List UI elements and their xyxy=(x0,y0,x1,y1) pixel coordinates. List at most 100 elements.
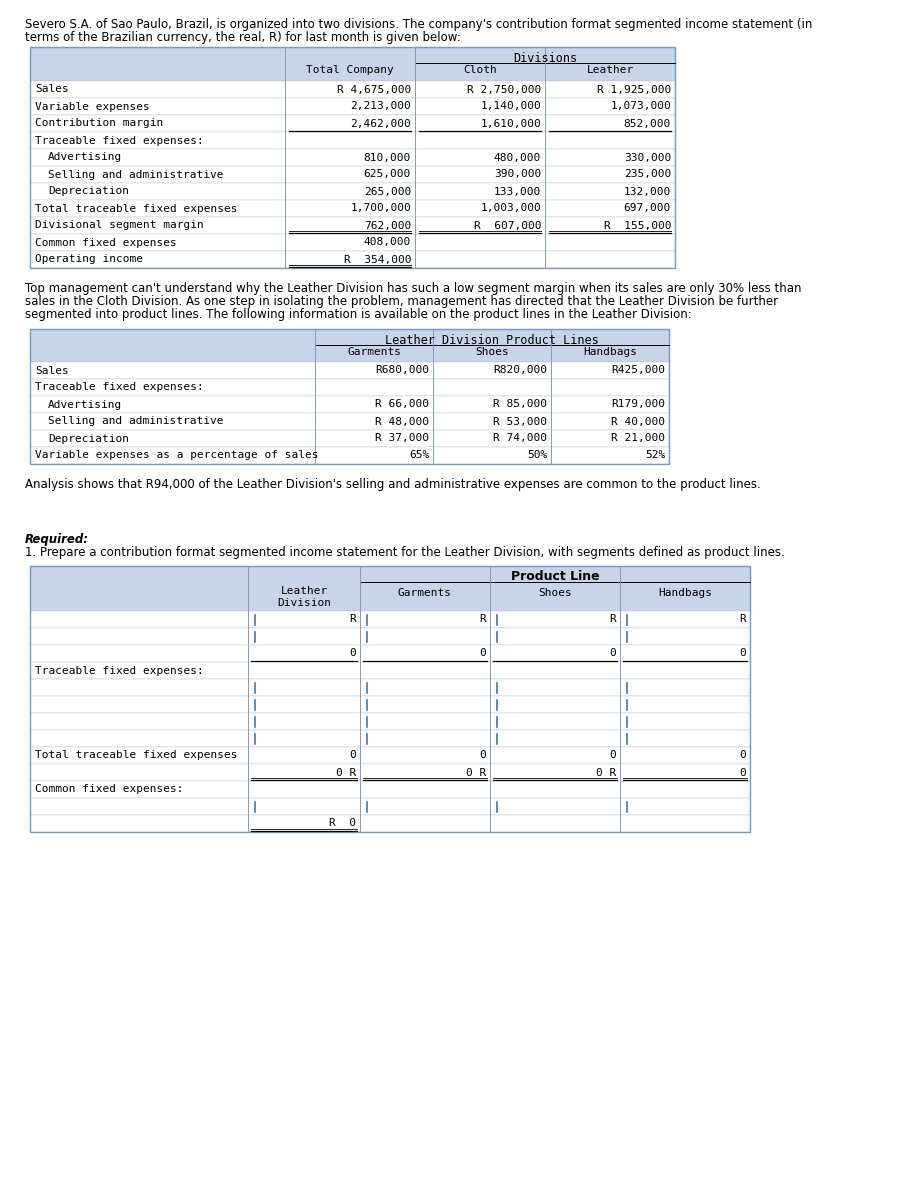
Text: Operating income: Operating income xyxy=(35,254,143,264)
Bar xyxy=(30,396,669,413)
Bar xyxy=(30,730,750,746)
Text: 132,000: 132,000 xyxy=(623,186,671,197)
Text: Traceable fixed expenses:: Traceable fixed expenses: xyxy=(35,383,204,392)
Text: 625,000: 625,000 xyxy=(364,169,411,180)
Text: 65%: 65% xyxy=(409,450,429,461)
Text: 0 R: 0 R xyxy=(466,768,486,778)
Text: Sales: Sales xyxy=(35,366,69,376)
Text: R 2,750,000: R 2,750,000 xyxy=(467,84,541,95)
Text: R: R xyxy=(349,614,356,624)
Bar xyxy=(30,47,675,268)
Text: Division: Division xyxy=(277,598,331,608)
Text: 1,700,000: 1,700,000 xyxy=(350,204,411,214)
Text: 1. Prepare a contribution format segmented income statement for the Leather Divi: 1. Prepare a contribution format segment… xyxy=(25,546,784,559)
Text: 390,000: 390,000 xyxy=(494,169,541,180)
Text: Leather Division Product Lines: Leather Division Product Lines xyxy=(385,334,599,347)
Text: 50%: 50% xyxy=(527,450,547,461)
Text: 2,213,000: 2,213,000 xyxy=(350,102,411,112)
Text: Leather: Leather xyxy=(280,586,328,596)
Text: Garments: Garments xyxy=(347,347,401,358)
Text: Common fixed expenses: Common fixed expenses xyxy=(35,238,177,247)
Text: terms of the Brazilian currency, the real, R) for last month is given below:: terms of the Brazilian currency, the rea… xyxy=(25,31,460,44)
Text: Selling and administrative: Selling and administrative xyxy=(48,416,224,426)
Text: R: R xyxy=(610,614,616,624)
Text: Severo S.A. of Sao Paulo, Brazil, is organized into two divisions. The company's: Severo S.A. of Sao Paulo, Brazil, is org… xyxy=(25,18,813,31)
Text: R  607,000: R 607,000 xyxy=(473,221,541,230)
Text: Depreciation: Depreciation xyxy=(48,433,129,444)
Text: R: R xyxy=(739,614,746,624)
Text: Handbags: Handbags xyxy=(658,588,712,598)
Text: Variable expenses as a percentage of sales: Variable expenses as a percentage of sal… xyxy=(35,450,318,461)
Bar xyxy=(30,329,669,464)
Text: 697,000: 697,000 xyxy=(623,204,671,214)
Bar xyxy=(30,679,750,696)
Text: 0 R: 0 R xyxy=(336,768,356,778)
Text: Analysis shows that R94,000 of the Leather Division's selling and administrative: Analysis shows that R94,000 of the Leath… xyxy=(25,478,761,491)
Text: Leather: Leather xyxy=(586,65,633,74)
Text: R 1,925,000: R 1,925,000 xyxy=(597,84,671,95)
Bar xyxy=(30,798,750,815)
Text: Contribution margin: Contribution margin xyxy=(35,119,163,128)
Bar xyxy=(30,815,750,832)
Text: 1,140,000: 1,140,000 xyxy=(480,102,541,112)
Bar xyxy=(30,379,669,396)
Text: Total traceable fixed expenses: Total traceable fixed expenses xyxy=(35,750,238,761)
Text: Shoes: Shoes xyxy=(538,588,571,598)
Text: 265,000: 265,000 xyxy=(364,186,411,197)
Bar xyxy=(30,182,675,200)
Text: 0: 0 xyxy=(349,648,356,659)
Text: Depreciation: Depreciation xyxy=(48,186,129,197)
Text: 133,000: 133,000 xyxy=(494,186,541,197)
Bar xyxy=(30,217,675,234)
Text: Total Company: Total Company xyxy=(306,65,394,74)
Text: Top management can't understand why the Leather Division has such a low segment : Top management can't understand why the … xyxy=(25,282,802,295)
Text: R 48,000: R 48,000 xyxy=(375,416,429,426)
Bar xyxy=(30,413,669,430)
Bar xyxy=(30,611,750,628)
Text: Cloth: Cloth xyxy=(463,65,497,74)
Text: Traceable fixed expenses:: Traceable fixed expenses: xyxy=(35,666,204,676)
Bar xyxy=(30,746,750,764)
Text: R  155,000: R 155,000 xyxy=(603,221,671,230)
Bar xyxy=(30,764,750,781)
Text: Advertising: Advertising xyxy=(48,152,122,162)
Text: R179,000: R179,000 xyxy=(611,400,665,409)
Text: Product Line: Product Line xyxy=(511,570,600,583)
Text: 330,000: 330,000 xyxy=(623,152,671,162)
Bar xyxy=(30,662,750,679)
Text: 1,003,000: 1,003,000 xyxy=(480,204,541,214)
Text: 235,000: 235,000 xyxy=(623,169,671,180)
Text: R 40,000: R 40,000 xyxy=(611,416,665,426)
Text: 0 R: 0 R xyxy=(596,768,616,778)
Text: Traceable fixed expenses:: Traceable fixed expenses: xyxy=(35,136,204,145)
Text: Common fixed expenses:: Common fixed expenses: xyxy=(35,785,184,794)
Text: R 74,000: R 74,000 xyxy=(493,433,547,444)
Bar xyxy=(30,149,675,166)
Text: R 37,000: R 37,000 xyxy=(375,433,429,444)
Text: 2,462,000: 2,462,000 xyxy=(350,119,411,128)
Text: 762,000: 762,000 xyxy=(364,221,411,230)
Bar xyxy=(30,200,675,217)
Text: Variable expenses: Variable expenses xyxy=(35,102,150,112)
Text: 480,000: 480,000 xyxy=(494,152,541,162)
Text: R: R xyxy=(480,614,486,624)
Text: Selling and administrative: Selling and administrative xyxy=(48,169,224,180)
Bar xyxy=(30,115,675,132)
Text: 408,000: 408,000 xyxy=(364,238,411,247)
Text: 852,000: 852,000 xyxy=(623,119,671,128)
Text: 0: 0 xyxy=(610,750,616,761)
Text: Handbags: Handbags xyxy=(583,347,637,358)
Text: Divisions: Divisions xyxy=(513,52,577,65)
Bar xyxy=(30,646,750,662)
Bar xyxy=(30,234,675,251)
Text: Advertising: Advertising xyxy=(48,400,122,409)
Text: segmented into product lines. The following information is available on the prod: segmented into product lines. The follow… xyxy=(25,308,692,320)
Text: 0: 0 xyxy=(480,750,486,761)
Text: 1,073,000: 1,073,000 xyxy=(611,102,671,112)
Text: Divisional segment margin: Divisional segment margin xyxy=(35,221,204,230)
Text: R680,000: R680,000 xyxy=(375,366,429,376)
Bar xyxy=(30,98,675,115)
Text: 0: 0 xyxy=(739,768,746,778)
Text: Sales: Sales xyxy=(35,84,69,95)
Bar xyxy=(30,80,675,98)
